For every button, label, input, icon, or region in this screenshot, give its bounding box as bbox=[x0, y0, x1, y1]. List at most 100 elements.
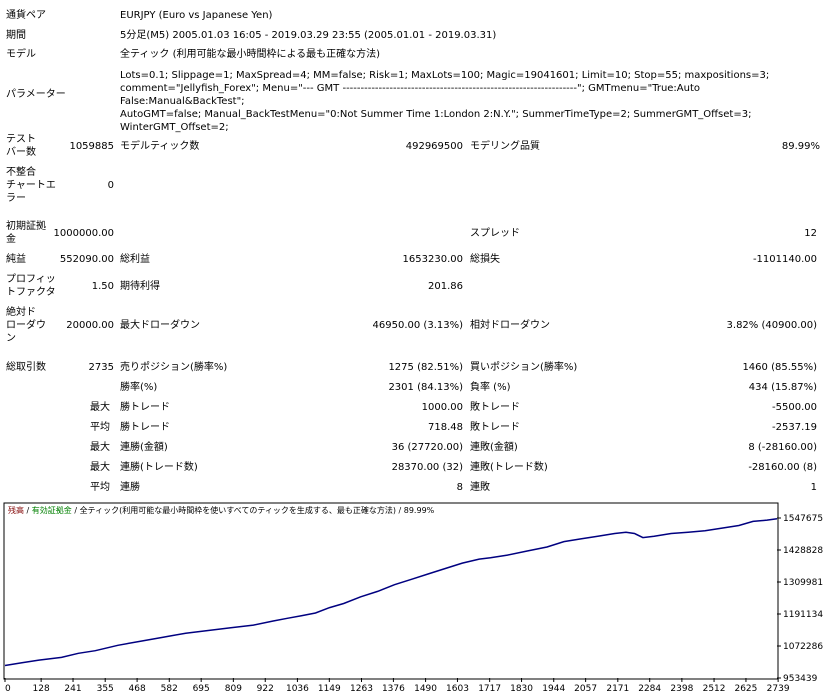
x-tick-label: 809 bbox=[225, 684, 242, 694]
largest-loss-label: 敗トレード bbox=[470, 402, 520, 413]
max-consec-profit-value: 28370.00 (32) bbox=[391, 462, 463, 473]
x-tick-label: 1263 bbox=[350, 684, 373, 694]
x-tick-label: 2284 bbox=[638, 684, 661, 694]
x-tick-label: 695 bbox=[193, 684, 210, 694]
net-value: 552090.00 bbox=[59, 254, 114, 265]
max-consec-wins-value: 36 (27720.00) bbox=[391, 442, 463, 453]
avg-consec-wins-label: 連勝 bbox=[120, 482, 140, 493]
max-consec-count-label: 最大 bbox=[90, 462, 110, 473]
legend-sep-1: / bbox=[24, 506, 32, 515]
abs-dd-value: 20000.00 bbox=[66, 320, 114, 331]
payoff-label: 期待利得 bbox=[120, 281, 160, 292]
largest-win-label: 勝トレード bbox=[120, 402, 170, 413]
x-tick-label: 2739 bbox=[767, 684, 790, 694]
pf-value: 1.50 bbox=[91, 281, 114, 292]
bars-value: 1059885 bbox=[69, 141, 114, 152]
max-consec-profit-label: 連勝(トレード数) bbox=[120, 462, 198, 473]
max-consec-loss-value: -28160.00 (8) bbox=[748, 462, 817, 473]
x-tick-label: 468 bbox=[129, 684, 146, 694]
mismatch-label-2: チャートエ bbox=[6, 180, 56, 191]
x-tick-label: 128 bbox=[33, 684, 50, 694]
rel-dd-label: 相対ドローダウン bbox=[470, 320, 550, 331]
x-tick-label: 582 bbox=[161, 684, 178, 694]
abs-dd-label-3: ン bbox=[6, 333, 16, 344]
ticks-value: 492969500 bbox=[405, 141, 463, 152]
symbol-label: 通貨ペア bbox=[6, 10, 46, 21]
bars-label-2: バー数 bbox=[6, 147, 36, 158]
balance-chart: 残高 / 有効証拠金 / 全ティック(利用可能な最小時間枠を使いすべてのティック… bbox=[3, 502, 823, 694]
svg-text:残高 / 有効証拠金 / 全ティック(利用可能な最小時間枠を: 残高 / 有効証拠金 / 全ティック(利用可能な最小時間枠を使いすべてのティック… bbox=[8, 505, 435, 515]
x-tick-label: 0 bbox=[5, 684, 11, 694]
x-tick-label: 1490 bbox=[414, 684, 437, 694]
deposit-label-1: 初期証拠 bbox=[6, 221, 46, 232]
avg-loss-value: -2537.19 bbox=[772, 422, 817, 433]
legend-sep-3: / bbox=[396, 506, 404, 515]
max-consec-label: 最大 bbox=[90, 442, 110, 453]
short-positions-label: 売りポジション(勝率%) bbox=[120, 362, 228, 373]
y-tick-label: 1309981 bbox=[783, 578, 823, 588]
payoff-value: 201.86 bbox=[428, 281, 463, 292]
rel-dd-value: 3.82% (40900.00) bbox=[726, 320, 817, 331]
gross-profit-value: 1653230.00 bbox=[402, 254, 463, 265]
y-tick-label: 1428828 bbox=[783, 546, 823, 556]
symbol-value: EURJPY (Euro vs Japanese Yen) bbox=[120, 10, 273, 21]
x-tick-label: 355 bbox=[97, 684, 114, 694]
largest-label: 最大 bbox=[90, 402, 110, 413]
x-tick-label: 1603 bbox=[446, 684, 469, 694]
x-tick-label: 1717 bbox=[478, 684, 501, 694]
legend-sep-2: / bbox=[72, 506, 80, 515]
max-consec-loss-label: 連敗(トレード数) bbox=[470, 462, 548, 473]
y-tick-label: 953439 bbox=[783, 674, 818, 684]
y-tick-label: 1072286 bbox=[783, 642, 823, 652]
mismatch-label-3: ラー bbox=[6, 193, 26, 204]
y-tick-label: 1191134 bbox=[783, 610, 823, 620]
spread-value: 12 bbox=[804, 228, 817, 239]
long-positions-label: 買いポジション(勝率%) bbox=[470, 362, 578, 373]
legend-balance: 残高 bbox=[8, 505, 24, 515]
deposit-value: 1000000.00 bbox=[53, 228, 114, 239]
total-trades-label: 総取引数 bbox=[6, 362, 46, 373]
params-label: パラメーター bbox=[6, 89, 66, 100]
gross-profit-label: 総利益 bbox=[120, 254, 150, 265]
x-tick-label: 241 bbox=[64, 684, 81, 694]
largest-win-value: 1000.00 bbox=[421, 402, 463, 413]
max-dd-label: 最大ドローダウン bbox=[120, 320, 200, 331]
pf-label-2: トファクタ bbox=[6, 287, 56, 298]
x-tick-label: 2057 bbox=[574, 684, 597, 694]
gross-loss-label: 総損失 bbox=[470, 254, 500, 265]
x-axis-ticks: 0 128 241 355 468 582 695 809 922 1036 1149 1263 137… bbox=[4, 678, 790, 694]
deposit-label-2: 金 bbox=[6, 234, 16, 245]
long-positions-value: 1460 (85.55%) bbox=[742, 362, 817, 373]
win-pct-value: 2301 (84.13%) bbox=[388, 382, 463, 393]
x-tick-label: 2398 bbox=[670, 684, 693, 694]
x-tick-label: 2171 bbox=[606, 684, 629, 694]
legend-model: 全ティック(利用可能な最小時間枠を使いすべてのティックを生成する、最も正確な方法… bbox=[80, 505, 396, 515]
avg-win-label: 勝トレード bbox=[120, 422, 170, 433]
model-label: モデル bbox=[6, 49, 36, 60]
bars-label-1: テスト bbox=[6, 134, 36, 145]
x-tick-label: 1149 bbox=[318, 684, 341, 694]
mismatch-value: 0 bbox=[107, 180, 114, 191]
equity-line bbox=[4, 517, 778, 667]
x-tick-label: 1944 bbox=[542, 684, 565, 694]
pf-label-1: プロフィッ bbox=[6, 274, 56, 285]
x-tick-label: 1830 bbox=[510, 684, 533, 694]
spread-label: スプレッド bbox=[470, 228, 520, 239]
avg-consec-losses-label: 連敗 bbox=[470, 482, 490, 493]
net-label: 純益 bbox=[6, 254, 26, 265]
quality-label: モデリング品質 bbox=[470, 141, 540, 152]
abs-dd-label-1: 絶対ド bbox=[6, 307, 36, 318]
largest-loss-value: -5500.00 bbox=[772, 402, 817, 413]
avg-loss-label: 敗トレード bbox=[470, 422, 520, 433]
mismatch-label-1: 不整合 bbox=[6, 167, 36, 178]
loss-pct-label: 負率 (%) bbox=[470, 382, 511, 393]
avg-consec-losses-value: 1 bbox=[810, 482, 817, 493]
total-trades-value: 2735 bbox=[88, 362, 114, 373]
avg-win-value: 718.48 bbox=[428, 422, 463, 433]
quality-value: 89.99% bbox=[781, 141, 820, 152]
x-tick-label: 2512 bbox=[703, 684, 726, 694]
max-consec-wins-label: 連勝(金額) bbox=[120, 442, 168, 453]
x-tick-label: 2625 bbox=[734, 684, 757, 694]
max-dd-value: 46950.00 (3.13%) bbox=[372, 320, 463, 331]
period-value: 5分足(M5) 2005.01.03 16:05 - 2019.03.29 23… bbox=[120, 30, 497, 41]
